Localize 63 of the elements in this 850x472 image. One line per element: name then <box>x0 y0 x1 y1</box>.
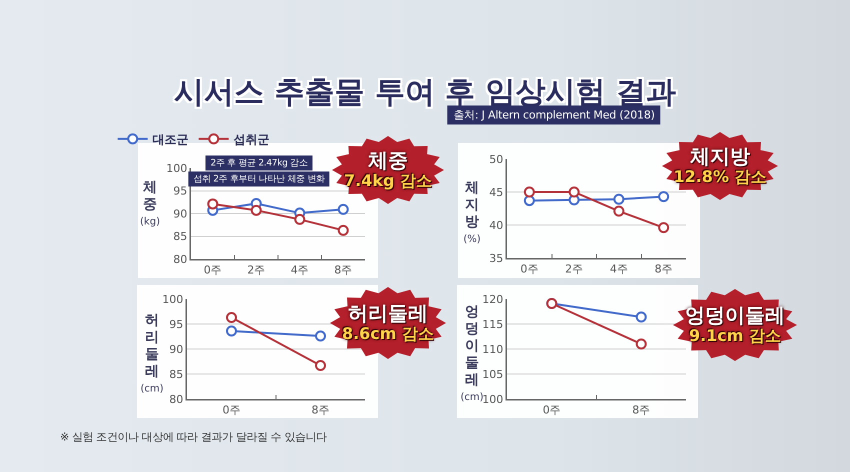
annotation: 허리둘레 8.6cm 감소 <box>342 301 434 344</box>
y-tick-label: 90 <box>169 342 184 356</box>
x-tick-label: 8주 <box>312 404 330 417</box>
point <box>250 204 262 216</box>
y-tick-label: 40 <box>489 218 504 232</box>
y-tick-label: 85 <box>173 230 188 244</box>
x-tick-label: 0주 <box>222 404 240 417</box>
legend-label: 섭취군 <box>234 132 270 147</box>
point <box>524 186 535 198</box>
point <box>613 206 624 217</box>
x-tick-label: 4주 <box>290 264 309 277</box>
annotation: 체지방 12.8% 감소 <box>673 144 767 187</box>
point <box>338 224 349 236</box>
y-tick-label: 95 <box>173 184 188 198</box>
y-tick-label: 35 <box>489 252 504 265</box>
annotation: 2주 후 평균 2.47kg 감소 <box>205 156 313 170</box>
y-tick-label: 45 <box>489 186 504 199</box>
x-tick-label: 0주 <box>520 262 538 276</box>
annotation: 체중 7.4kg 감소 <box>344 148 432 191</box>
point <box>226 312 237 323</box>
y-tick-label: 115 <box>482 318 504 331</box>
y-axis-title: 허 리 둘 레 (cm) <box>140 312 164 396</box>
point <box>636 338 647 350</box>
point <box>636 312 647 322</box>
y-tick-label: 50 <box>489 152 504 166</box>
point <box>315 330 326 342</box>
text: ※ 실험 조건이나 대상에 따라 결과가 달라질 수 있습니다 <box>60 430 327 444</box>
y-tick-label: 100 <box>482 392 504 406</box>
point <box>568 186 580 198</box>
x-tick-label: 8주 <box>632 404 650 417</box>
y-axis-title: 엉 덩 이 둘 레 (cm) <box>460 304 484 403</box>
legend-label: 대조군 <box>152 132 189 147</box>
annotation: 섭취 2주 후부터 나타난 체중 변화 <box>188 172 330 186</box>
y-tick-label: 80 <box>169 392 184 406</box>
x-tick-label: 0주 <box>542 404 561 417</box>
y-tick-label: 105 <box>482 368 504 381</box>
point <box>524 195 535 206</box>
point <box>226 326 237 336</box>
y-tick-label: 120 <box>482 292 504 306</box>
x-tick-label: 8주 <box>334 264 352 277</box>
x-tick-label: 0주 <box>204 264 222 277</box>
y-tick-label: 100 <box>162 292 184 306</box>
point <box>338 204 349 215</box>
point <box>658 191 670 202</box>
x-tick-label: 2주 <box>565 262 584 276</box>
y-tick-label: 80 <box>173 252 188 266</box>
y-tick-label: 85 <box>169 368 184 381</box>
y-tick-label: 95 <box>169 318 184 331</box>
point <box>613 194 624 205</box>
y-axis-title: 체 지 방 (%) <box>463 180 481 247</box>
y-tick-label: 110 <box>482 342 504 356</box>
point <box>294 214 306 225</box>
y-tick-label: 100 <box>166 162 188 175</box>
point <box>315 360 326 371</box>
y-tick-label: 90 <box>173 207 188 220</box>
point <box>207 198 218 210</box>
source-note: 출처: J Altern complement Med (2018) <box>447 106 661 124</box>
point <box>658 222 670 234</box>
x-tick-label: 8주 <box>654 262 673 276</box>
annotation: 엉덩이둘레 9.1cm 감소 <box>685 303 785 346</box>
x-tick-label: 4주 <box>610 262 628 276</box>
x-tick-label: 2주 <box>247 264 266 277</box>
y-axis-title: 체 중 (kg) <box>140 180 160 230</box>
